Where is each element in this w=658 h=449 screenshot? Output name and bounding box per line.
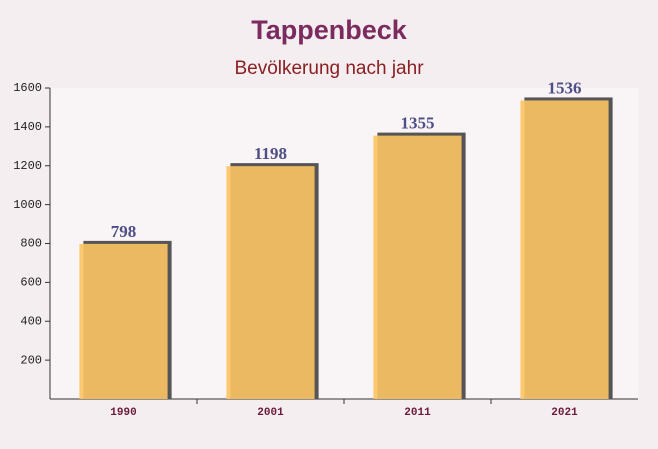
value-label: 798 xyxy=(111,222,137,241)
x-tick-label: 2021 xyxy=(551,407,578,419)
y-tick-label: 400 xyxy=(20,314,42,328)
y-tick-label: 1000 xyxy=(13,198,42,212)
x-tick-label: 2001 xyxy=(257,407,284,419)
x-tick-label: 2011 xyxy=(404,407,431,419)
value-label: 1198 xyxy=(254,144,287,163)
bar xyxy=(373,135,462,399)
y-tick-label: 800 xyxy=(20,237,42,251)
x-tick-label: 1990 xyxy=(110,407,136,419)
bar xyxy=(226,166,315,399)
value-label: 1536 xyxy=(548,78,582,97)
y-tick-label: 1200 xyxy=(13,159,42,173)
bar xyxy=(79,243,168,399)
y-tick-label: 1600 xyxy=(13,81,42,95)
bar xyxy=(520,100,609,399)
chart-subtitle: Bevölkerung nach jahr xyxy=(234,58,424,79)
value-label: 1355 xyxy=(401,114,435,133)
y-tick-label: 200 xyxy=(20,353,42,367)
y-tick-label: 600 xyxy=(20,276,42,290)
chart-title: Tappenbeck xyxy=(251,15,408,45)
y-tick-label: 1400 xyxy=(13,120,42,134)
